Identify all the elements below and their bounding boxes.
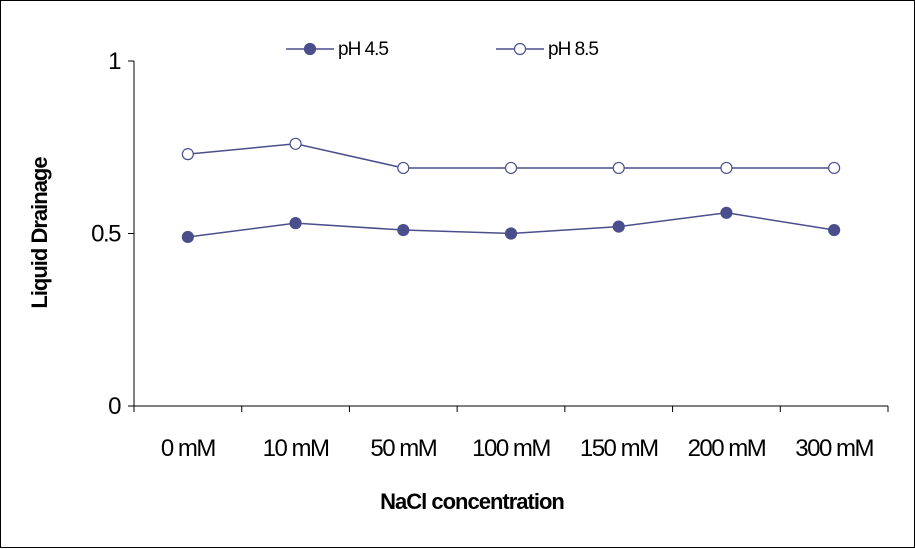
data-point [612,220,625,233]
x-tick-label: 100 mM [472,435,550,462]
data-point [397,223,410,237]
axes: 00.510 mM 10 mM 50 mM 100 mM 150 mM 200 mM 300… [91,48,889,462]
data-point [720,206,733,219]
legend-marker [513,42,527,56]
x-axis-title: NaCl concentration [380,489,564,514]
data-point [397,161,410,175]
data-point [612,161,625,175]
legend-label: pH 4.5 [338,39,388,60]
legend-label: pH 8.5 [548,39,598,60]
data-point [828,223,841,237]
x-tick-label: 0 mM [161,435,216,462]
y-tick-label: 0 [108,393,121,420]
data-point [504,227,518,240]
data-point [181,148,194,161]
x-tick-label: 300 mM [795,435,873,462]
x-tick-label: 150 mM [580,435,658,462]
y-axis-title: Liquid Drainage [27,157,52,309]
data-point [828,161,841,175]
x-tick-label: 200 mM [688,435,766,462]
y-tick-label: 1 [108,48,121,75]
x-tick-label: 10 mM [263,435,329,462]
y-tick-label: 0.5 [91,221,121,248]
data-point [289,217,302,230]
legend: pH 4.5 pH 8.5 [286,39,599,60]
series-layer [181,137,841,244]
data-point [181,230,194,244]
legend-marker [303,42,317,56]
x-tick-label: 50 mM [370,435,436,462]
data-point [504,161,518,175]
data-point [720,161,733,175]
data-point [289,137,302,150]
